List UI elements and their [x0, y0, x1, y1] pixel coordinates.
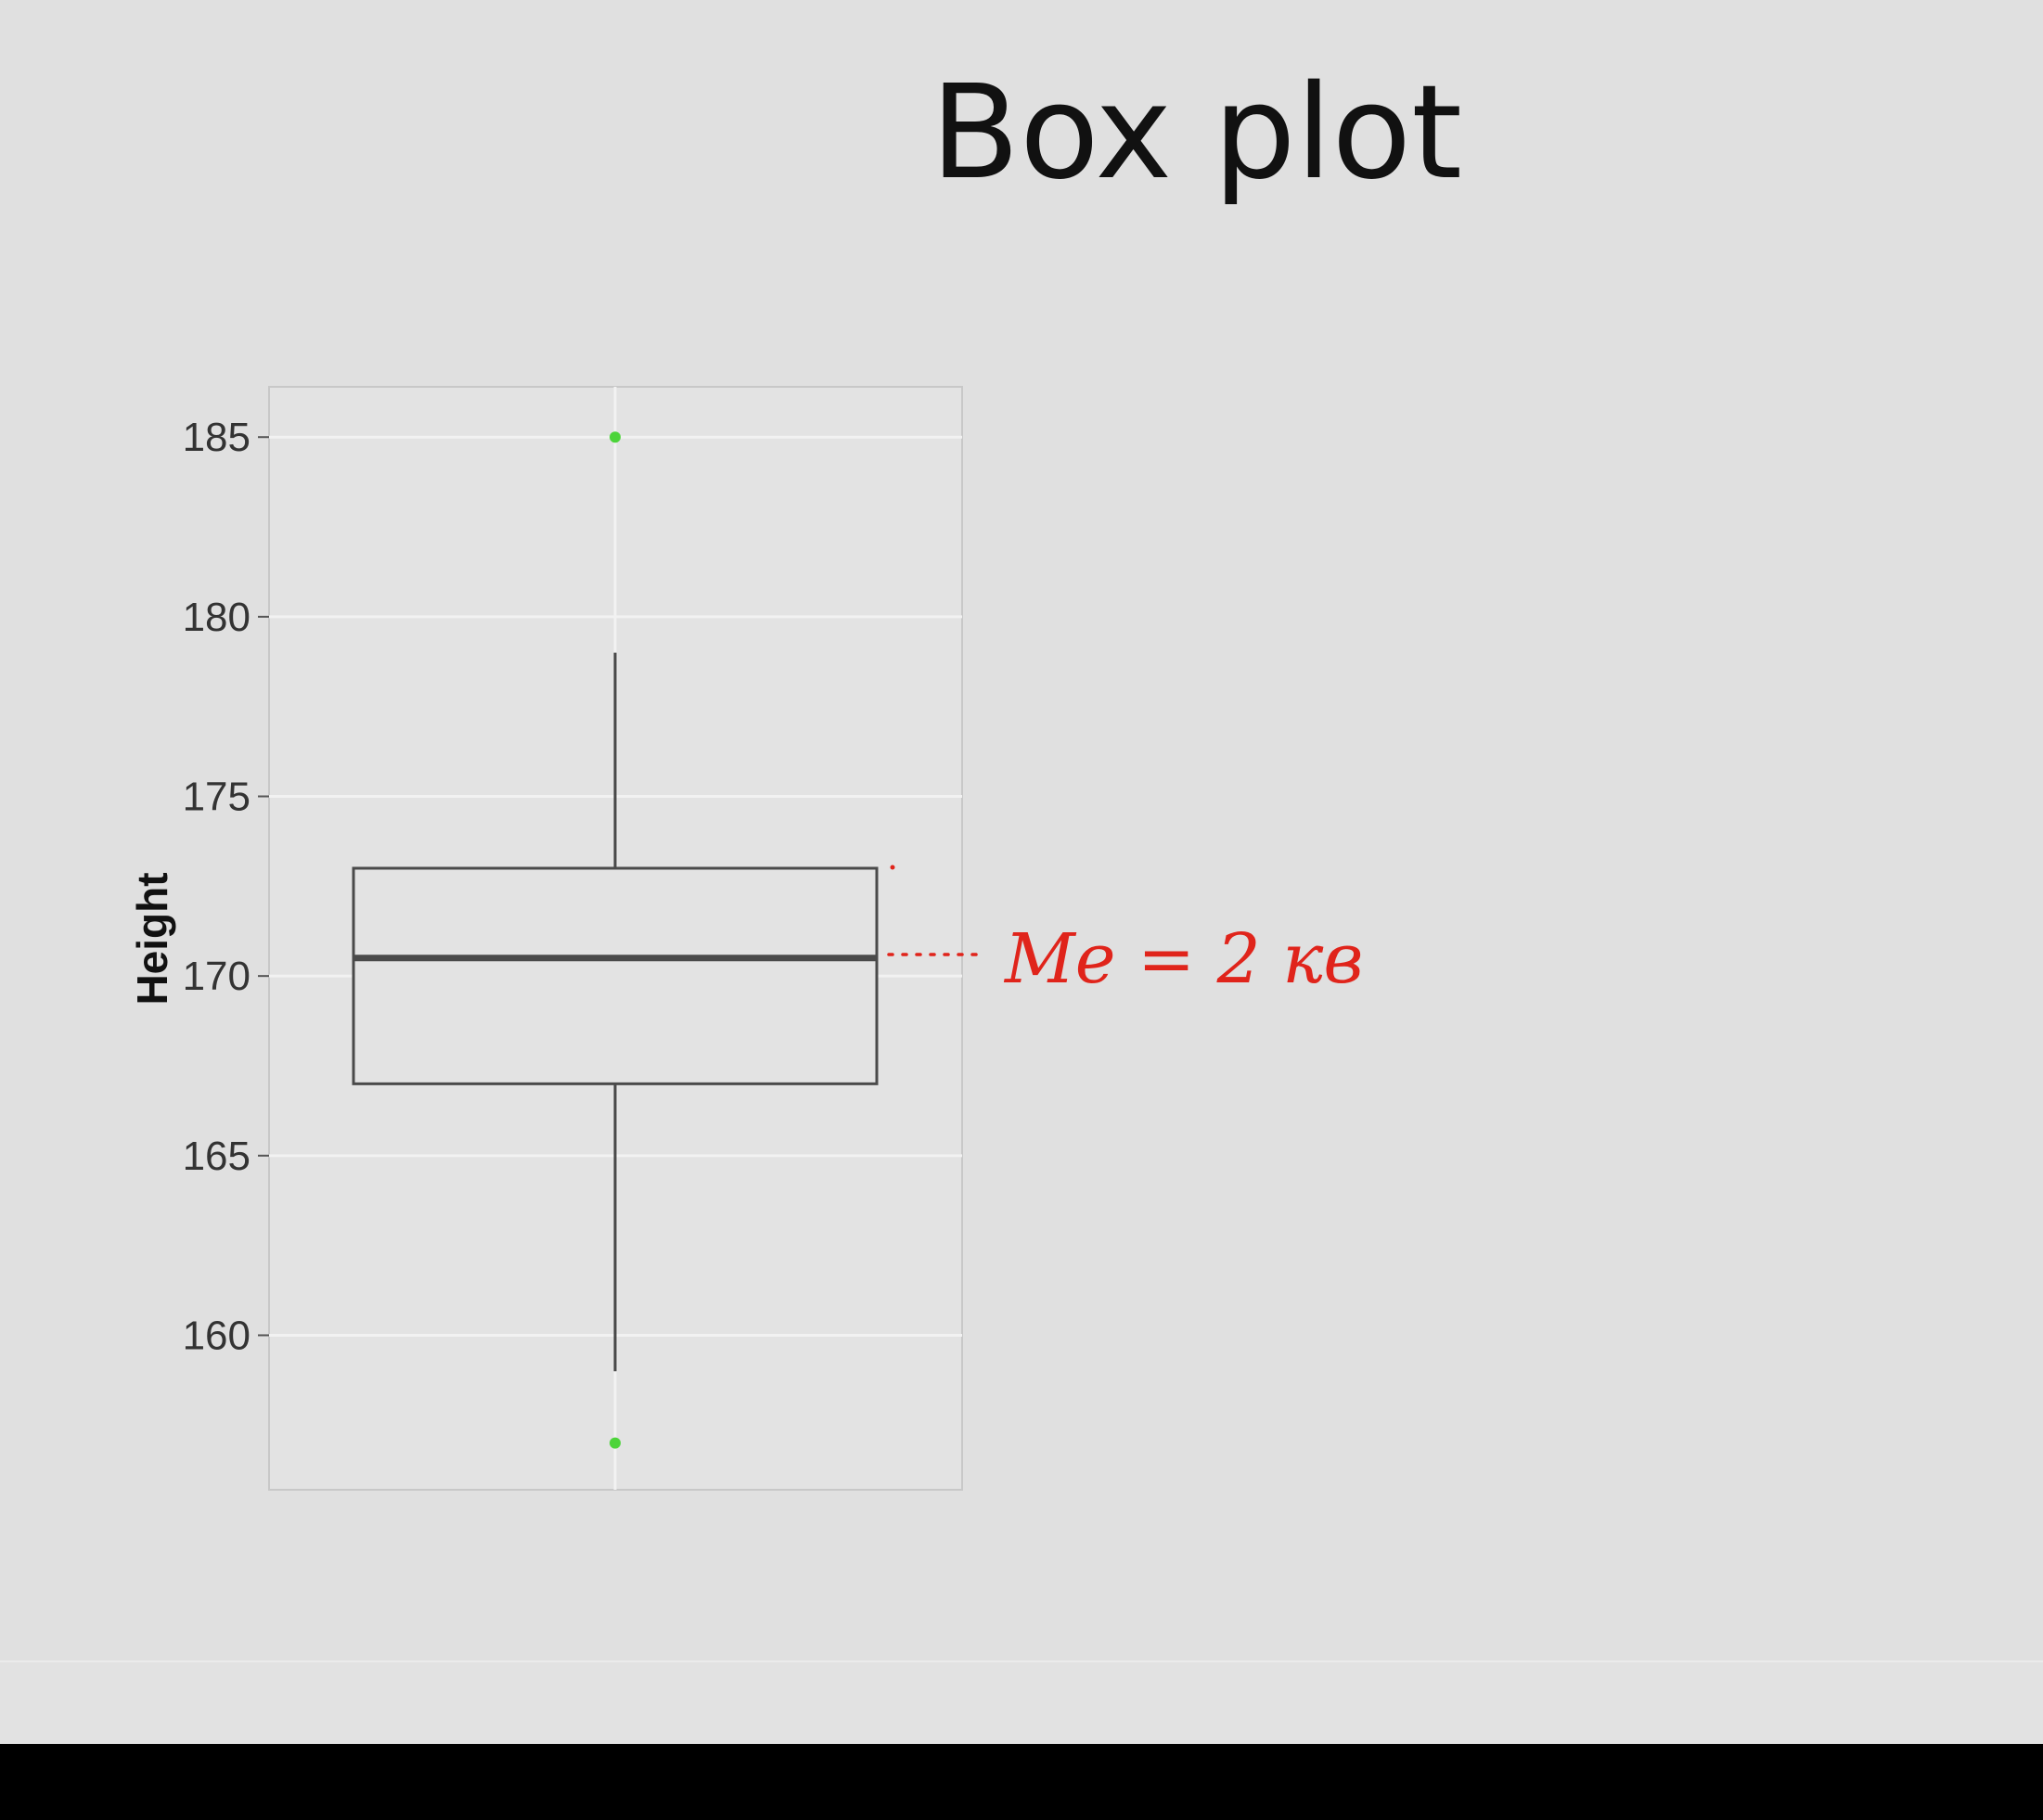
median-annotation-text: Me = 2 кв [1003, 919, 1363, 999]
box-plot-chart: 160 165 170 175 180 185 Height Me = 2 кв [128, 386, 1363, 1491]
y-tick-label-160: 160 [183, 1313, 251, 1358]
y-tick-label-165: 165 [183, 1134, 251, 1179]
y-tick-label-170: 170 [183, 954, 251, 999]
y-tick-label-175: 175 [183, 775, 251, 820]
y-tick-label-180: 180 [183, 595, 251, 640]
slide-title: Box plot [931, 58, 1463, 209]
y-axis-title: Height [128, 872, 176, 1005]
y-tick-label-185: 185 [183, 415, 251, 460]
outlier-point-1 [610, 1437, 621, 1449]
median-annotation: Me = 2 кв [887, 865, 1363, 999]
slide: Box plot 160 165 170 175 180 185 Height Me = … [0, 0, 2043, 1744]
bottom-band [0, 1660, 2043, 1744]
box-layer [352, 431, 879, 1449]
outlier-point-0 [610, 431, 621, 443]
iqr-box [352, 866, 879, 1085]
annotation-stray-dot [890, 865, 895, 870]
y-axis: 160 165 170 175 180 185 [183, 415, 269, 1358]
